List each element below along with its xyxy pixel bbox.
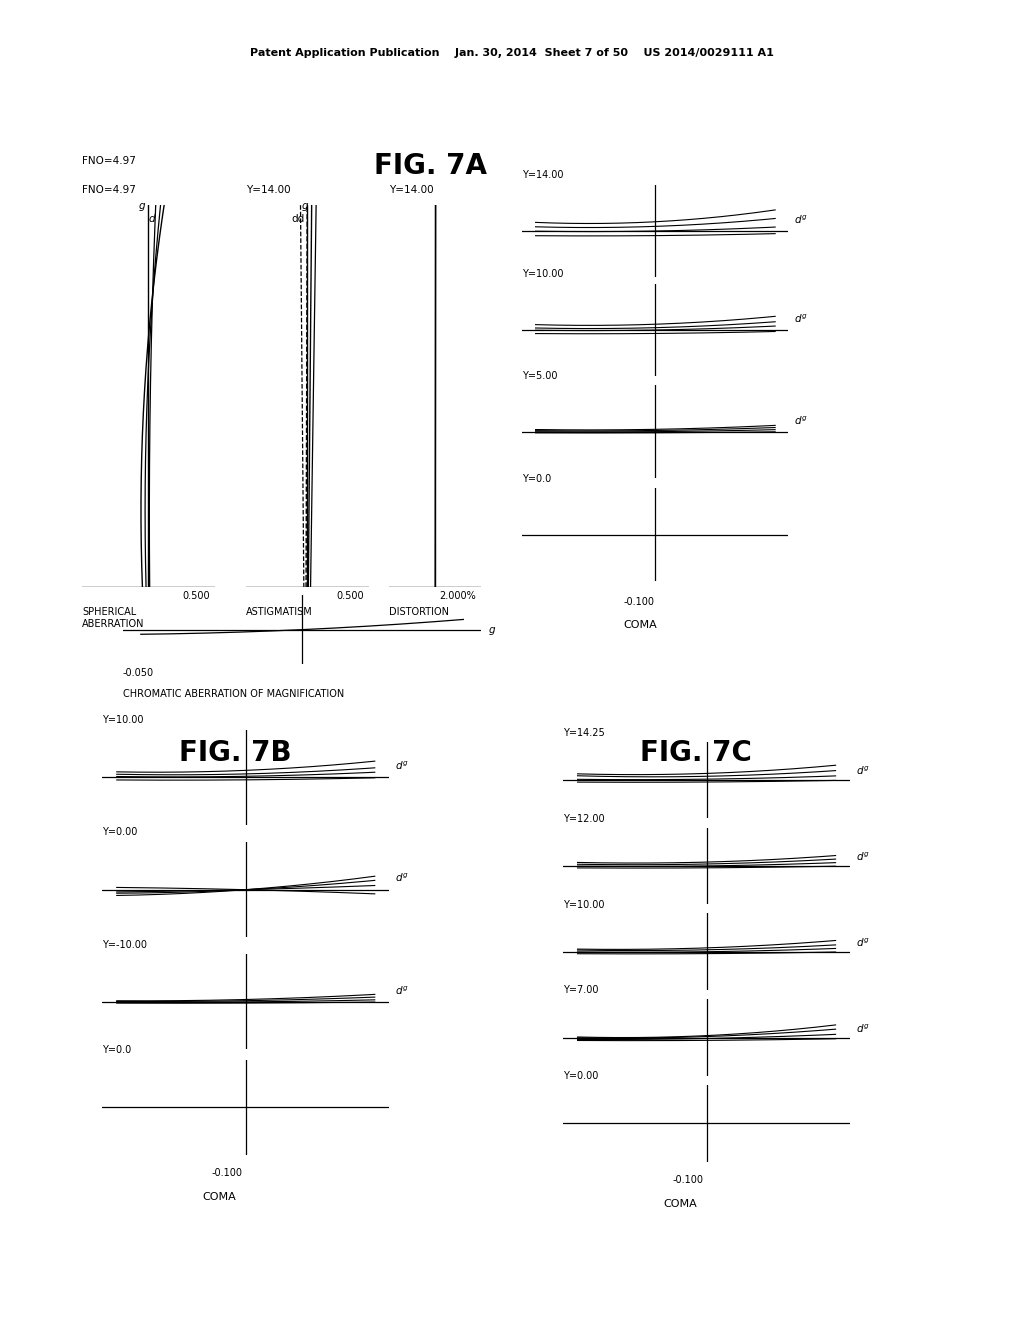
Text: Patent Application Publication    Jan. 30, 2014  Sheet 7 of 50    US 2014/002911: Patent Application Publication Jan. 30, … [250,48,774,58]
Text: Y=10.00: Y=10.00 [522,269,564,280]
Text: COMA: COMA [664,1199,697,1209]
Text: Y=12.00: Y=12.00 [563,814,605,824]
Text: $d^g$: $d^g$ [856,936,869,949]
Text: Y=14.00: Y=14.00 [522,170,564,180]
Text: COMA: COMA [203,1192,237,1203]
Text: 2.000%: 2.000% [439,591,476,602]
Text: Y=0.0: Y=0.0 [102,1045,132,1055]
Text: 0.500: 0.500 [182,591,210,602]
Text: $d^g$: $d^g$ [395,760,409,772]
Text: $d^g$: $d^g$ [395,985,409,997]
Text: g: g [488,624,495,635]
Text: $d^g$: $d^g$ [856,1022,869,1035]
Text: $d^g$: $d^g$ [794,214,808,226]
Text: $d^g$: $d^g$ [856,764,869,777]
Text: FIG. 7C: FIG. 7C [640,739,753,767]
Text: -0.100: -0.100 [672,1175,703,1185]
Text: g: g [302,201,308,211]
Text: FNO=4.97: FNO=4.97 [82,185,136,195]
Text: -0.100: -0.100 [211,1168,243,1179]
Text: Y=0.00: Y=0.00 [563,1072,599,1081]
Text: $d^g$: $d^g$ [856,850,869,863]
Text: Y=10.00: Y=10.00 [563,900,605,909]
Text: COMA: COMA [624,620,657,631]
Text: SPHERICAL
ABERRATION: SPHERICAL ABERRATION [82,607,144,628]
Text: ASTIGMATISM: ASTIGMATISM [246,607,312,618]
Text: FIG. 7B: FIG. 7B [179,739,292,767]
Text: -0.100: -0.100 [624,597,654,607]
Text: Y=5.00: Y=5.00 [522,371,558,381]
Text: Y=14.00: Y=14.00 [389,185,434,195]
Text: FNO=4.97: FNO=4.97 [82,156,136,166]
Text: FIG. 7A: FIG. 7A [374,152,486,180]
Text: Y=0.0: Y=0.0 [522,474,552,483]
Text: $d^g$: $d^g$ [794,414,808,426]
Text: Y=0.00: Y=0.00 [102,828,138,837]
Text: Y=10.00: Y=10.00 [102,715,144,725]
Text: $d^g$: $d^g$ [794,313,808,325]
Text: $d^g$: $d^g$ [395,873,409,884]
Text: -0.050: -0.050 [123,668,154,678]
Text: 0.500: 0.500 [336,591,364,602]
Text: Y=7.00: Y=7.00 [563,986,599,995]
Text: dd: dd [292,214,305,224]
Text: Y=14.25: Y=14.25 [563,729,605,738]
Text: CHROMATIC ABERRATION OF MAGNIFICATION: CHROMATIC ABERRATION OF MAGNIFICATION [123,689,344,700]
Text: Y=-10.00: Y=-10.00 [102,940,147,949]
Text: d: d [148,214,155,224]
Text: DISTORTION: DISTORTION [389,607,450,618]
Text: Y=14.00: Y=14.00 [246,185,291,195]
Text: g: g [138,201,144,211]
